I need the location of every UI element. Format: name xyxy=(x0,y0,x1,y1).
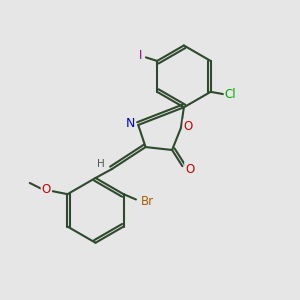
Text: O: O xyxy=(184,120,193,133)
Text: Br: Br xyxy=(141,195,154,208)
Text: H: H xyxy=(97,159,104,169)
Text: O: O xyxy=(42,183,51,196)
Text: N: N xyxy=(125,117,135,130)
Text: O: O xyxy=(185,163,194,176)
Text: I: I xyxy=(139,49,142,62)
Text: Cl: Cl xyxy=(225,88,236,101)
